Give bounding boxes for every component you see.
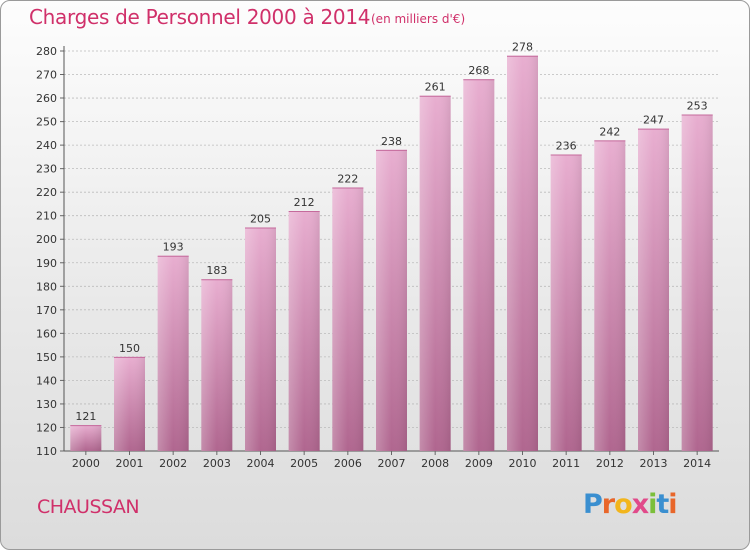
x-tick-label-2010: 2010 — [509, 457, 537, 470]
y-tick-label: 170 — [36, 304, 57, 317]
bar-shade-2007 — [376, 149, 407, 451]
x-tick-label-2012: 2012 — [596, 457, 624, 470]
data-label-2001: 150 — [119, 342, 140, 355]
chart-title: Charges de Personnel 2000 à 2014 — [29, 5, 371, 29]
data-label-2010: 278 — [512, 41, 533, 54]
chart-subtitle: (en milliers d'€) — [371, 12, 466, 26]
logo-letter: i — [648, 489, 657, 520]
data-label-2009: 268 — [468, 64, 489, 77]
bar-shade-2010 — [507, 55, 538, 452]
bars — [70, 55, 713, 452]
data-label-2003: 183 — [206, 264, 227, 277]
logo-letter: x — [631, 489, 649, 520]
y-tick-label: 230 — [36, 163, 57, 176]
bar-shade-2013 — [638, 128, 669, 451]
bar-shade-2005 — [288, 211, 320, 451]
bar-shade-2014 — [681, 114, 713, 451]
y-tick-label: 220 — [36, 186, 57, 199]
y-tick-label: 130 — [36, 398, 57, 411]
y-tick-label: 160 — [36, 327, 57, 340]
logo-letter: P — [583, 489, 603, 520]
y-tick-label: 180 — [36, 280, 57, 293]
x-tick-label-2013: 2013 — [640, 457, 668, 470]
logo-letter: t — [656, 489, 669, 520]
bar-shade-2000 — [70, 425, 102, 451]
y-tick-label: 150 — [36, 351, 57, 364]
y-tick-label: 120 — [36, 421, 57, 434]
logo-letter: r — [601, 489, 615, 520]
x-tick-label-2011: 2011 — [552, 457, 580, 470]
x-tick-label-2007: 2007 — [378, 457, 406, 470]
data-label-2002: 193 — [163, 241, 184, 254]
x-tick-label-2000: 2000 — [72, 457, 100, 470]
bar-shade-2004 — [245, 227, 276, 451]
proxiti-logo: Proxiti — [583, 489, 678, 520]
data-label-2013: 247 — [643, 114, 664, 127]
data-labels: 121 150 193 183 205 212 222 238 261 268 278 236 242 2… — [75, 41, 707, 423]
axes: 110 120 130 140 150 160 170 180 190 200 210 220 230 2… — [36, 45, 719, 470]
y-tick-label: 270 — [36, 69, 57, 82]
data-label-2008: 261 — [425, 81, 446, 94]
data-label-2007: 238 — [381, 135, 402, 148]
x-tick-label-2008: 2008 — [421, 457, 449, 470]
x-tick-label-2002: 2002 — [159, 457, 187, 470]
y-tick-label: 250 — [36, 116, 57, 129]
y-tick-label: 110 — [36, 445, 57, 458]
x-tick-label-2006: 2006 — [334, 457, 362, 470]
bar-shade-2002 — [157, 255, 189, 451]
logo-letter: o — [614, 489, 633, 520]
data-label-2011: 236 — [556, 140, 577, 153]
y-tick-label: 260 — [36, 92, 57, 105]
y-tick-label: 280 — [36, 45, 57, 58]
data-label-2004: 205 — [250, 212, 271, 225]
data-label-2006: 222 — [337, 172, 358, 185]
bar-shade-2009 — [463, 79, 495, 451]
data-label-2005: 212 — [294, 196, 315, 209]
bar-shade-2011 — [550, 154, 582, 451]
bar-shade-2006 — [332, 187, 364, 451]
x-tick-label-2009: 2009 — [465, 457, 493, 470]
data-label-2012: 242 — [599, 125, 620, 138]
y-tick-label: 140 — [36, 374, 57, 387]
y-tick-label: 200 — [36, 233, 57, 246]
y-tick-label: 190 — [36, 257, 57, 270]
x-tick-label-2003: 2003 — [203, 457, 231, 470]
bar-shade-2003 — [201, 279, 233, 451]
commune-name: CHAUSSAN — [37, 496, 140, 518]
y-tick-label: 210 — [36, 210, 57, 223]
data-label-2000: 121 — [75, 410, 96, 423]
bar-shade-2012 — [594, 140, 626, 452]
x-tick-label-2001: 2001 — [116, 457, 144, 470]
bar-shade-2001 — [114, 356, 145, 451]
bar-shade-2008 — [419, 95, 451, 452]
x-tick-label-2014: 2014 — [683, 457, 711, 470]
y-tick-label: 240 — [36, 139, 57, 152]
x-tick-label-2004: 2004 — [247, 457, 275, 470]
logo-letter: i — [668, 489, 677, 520]
data-label-2014: 253 — [687, 100, 708, 113]
x-tick-label-2005: 2005 — [290, 457, 318, 470]
